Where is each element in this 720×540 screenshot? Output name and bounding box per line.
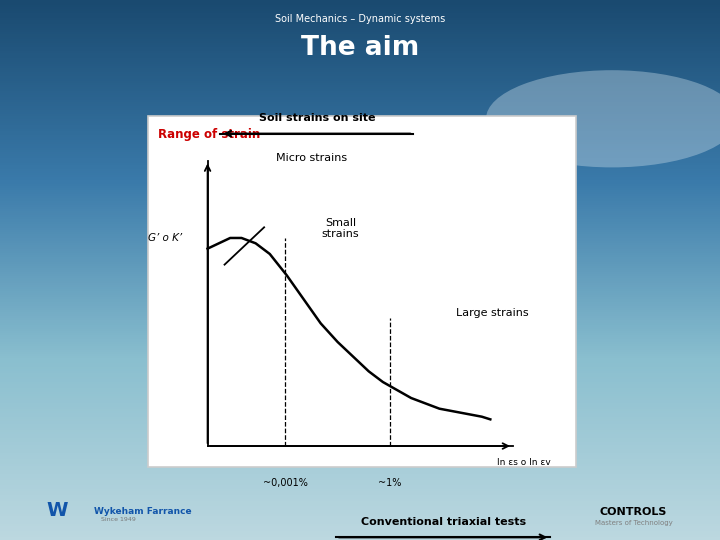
Text: The aim: The aim: [301, 35, 419, 61]
Text: Wykeham Farrance: Wykeham Farrance: [94, 508, 192, 516]
Text: Since 1949: Since 1949: [101, 517, 135, 522]
Text: Masters of Technology: Masters of Technology: [595, 519, 672, 526]
Text: Micro strains: Micro strains: [276, 153, 347, 163]
Text: ~1%: ~1%: [378, 478, 402, 488]
Text: Range of strain: Range of strain: [158, 129, 261, 141]
Text: ~0,001%: ~0,001%: [263, 478, 307, 488]
Text: W: W: [47, 501, 68, 520]
Ellipse shape: [486, 70, 720, 167]
Text: Soil Mechanics – Dynamic systems: Soil Mechanics – Dynamic systems: [275, 14, 445, 24]
Text: G’ o K’: G’ o K’: [148, 233, 182, 243]
Text: Large strains: Large strains: [456, 308, 528, 318]
Text: CONTROLS: CONTROLS: [600, 507, 667, 517]
FancyBboxPatch shape: [148, 116, 576, 467]
Text: Small
strains: Small strains: [322, 218, 359, 239]
Text: Soil strains on site: Soil strains on site: [258, 113, 375, 123]
Text: ln εs o ln εv: ln εs o ln εv: [498, 457, 551, 467]
Text: Conventional triaxial tests: Conventional triaxial tests: [361, 517, 526, 527]
